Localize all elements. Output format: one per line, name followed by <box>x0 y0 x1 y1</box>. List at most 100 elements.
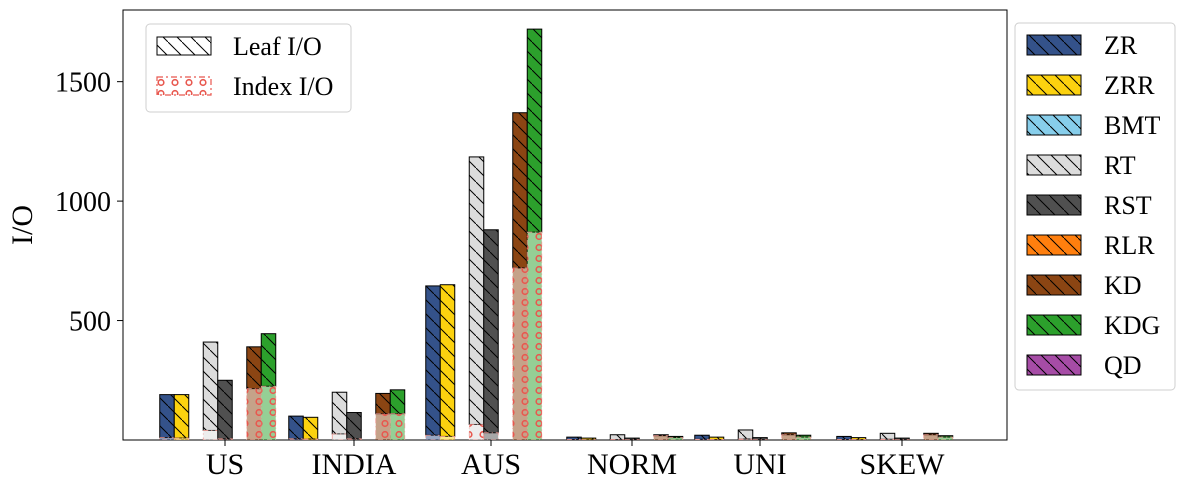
legend-swatch-hatch-kdg <box>1027 315 1081 335</box>
bar-leaf-hatch-rt-skew <box>880 433 895 440</box>
legend-swatch-hatch-rt <box>1027 155 1081 175</box>
legend-label-rt: RT <box>1104 151 1136 180</box>
legend-swatch-hatch-rlr <box>1027 235 1081 255</box>
x-tick-label-uni: UNI <box>733 448 786 481</box>
bar-leaf-hatch-rt-india <box>332 392 347 435</box>
bar-leaf-hatch-rst-norm <box>624 438 640 440</box>
legend-label-rlr: RLR <box>1104 231 1155 260</box>
bar-leaf-hatch-zr-us <box>159 394 175 438</box>
bar-index-kd-norm <box>653 435 669 440</box>
bar-index-zrr-us <box>173 437 190 440</box>
x-tick-label-aus: AUS <box>461 448 521 481</box>
bar-leaf-hatch-kd-norm <box>653 434 669 436</box>
bar-leaf-hatch-zrr-us <box>174 394 189 439</box>
bar-leaf-hatch-rst-us <box>217 380 233 439</box>
legend-label-kdg: KDG <box>1104 311 1160 340</box>
bar-index-kdg-uni <box>795 436 812 440</box>
bar-index-kdg-norm <box>667 437 684 440</box>
bar-index-kd-skew <box>923 434 939 440</box>
bar-leaf-hatch-kdg-norm <box>668 436 683 438</box>
bar-index-rt-skew <box>879 438 896 440</box>
legend-label-qd: QD <box>1104 351 1142 380</box>
bar-leaf-hatch-rst-india <box>346 412 362 439</box>
bar-index-zr-india <box>288 438 304 440</box>
bar-leaf-hatch-zrr-uni <box>709 437 724 440</box>
bar-leaf-hatch-kdg-uni <box>796 435 811 438</box>
bar-index-rst-us <box>217 438 233 440</box>
x-tick-label-india: INDIA <box>312 448 397 481</box>
bar-leaf-hatch-rt-norm <box>610 434 625 440</box>
series-legend: ZR ZRR BMT RT RST RLR KD KDG QD <box>1014 22 1176 391</box>
y-axis-label: I/O <box>6 205 39 245</box>
bar-index-kdg-skew <box>937 436 954 440</box>
x-tick-label-norm: NORM <box>587 448 677 481</box>
legend-label-kd: KD <box>1104 271 1142 300</box>
axes-layer: 500 1000 1500 US INDIA AUS NORM UNI SKEW <box>55 68 945 481</box>
bar-index-hatch-kd-aus <box>512 268 528 440</box>
bar-leaf-hatch-rst-uni <box>752 437 768 440</box>
bar-leaf-hatch-kd-aus <box>512 112 528 268</box>
bar-leaf-hatch-kd-uni <box>781 432 797 435</box>
bar-index-rst-india <box>346 438 362 440</box>
bar-leaf-hatch-zr-uni <box>694 435 710 440</box>
bar-leaf-hatch-zr-norm <box>566 437 582 440</box>
bar-index-kd-uni <box>781 434 797 440</box>
bar-index-hatch-kdg-aus <box>527 232 542 440</box>
bar-leaf-hatch-rst-aus <box>483 229 499 433</box>
bar-index-rst-aus <box>483 432 499 440</box>
legend-swatch-hatch-zrr <box>1027 75 1081 95</box>
bars-layer <box>159 28 954 440</box>
bar-index-zrr-india <box>302 438 319 440</box>
bar-index-zr-uni <box>694 438 710 440</box>
bar-leaf-hatch-zrr-norm <box>581 438 596 440</box>
bar-leaf-hatch-rt-aus <box>469 156 484 425</box>
index-io-label: Index I/O <box>233 72 333 101</box>
bar-index-zr-us <box>159 437 175 440</box>
bar-leaf-hatch-rt-uni <box>738 429 753 440</box>
bar-index-zrr-aus <box>439 436 456 440</box>
bar-leaf-hatch-zrr-india <box>303 417 318 440</box>
bar-leaf-hatch-rt-us <box>203 342 218 431</box>
bar-leaf-hatch-zr-aus <box>425 285 441 436</box>
x-tick-label-skew: SKEW <box>860 448 946 481</box>
bar-index-hatch-rt-aus <box>469 424 484 440</box>
legend-swatch-hatch-kd <box>1027 275 1081 295</box>
bar-leaf-hatch-zr-skew <box>836 436 852 440</box>
legend-swatch-hatch-bmt <box>1027 115 1081 135</box>
bar-index-hatch-kdg-us <box>261 386 276 440</box>
bar-leaf-hatch-zr-india <box>288 416 304 439</box>
bar-leaf-hatch-rst-skew <box>894 438 910 440</box>
index-io-swatch <box>156 76 212 96</box>
bar-leaf-hatch-zrr-skew <box>851 437 866 440</box>
bar-leaf-hatch-kdg-skew <box>938 435 953 438</box>
legend-label-bmt: BMT <box>1104 111 1160 140</box>
legend-label-zrr: ZRR <box>1104 71 1155 100</box>
legend-label-zr: ZR <box>1104 31 1138 60</box>
bar-leaf-hatch-kd-us <box>246 346 262 389</box>
bar-leaf-hatch-kd-india <box>375 393 391 414</box>
y-tick-label-2: 1500 <box>55 68 111 99</box>
bar-leaf-hatch-kd-skew <box>923 433 939 435</box>
stack-legend: Leaf I/O Index I/O <box>145 23 352 113</box>
x-tick-label-us: US <box>206 448 244 481</box>
legend-label-rst: RST <box>1104 191 1152 220</box>
legend-swatch-hatch-rst <box>1027 195 1081 215</box>
bar-leaf-hatch-kdg-aus <box>527 29 542 233</box>
bar-index-rt-india <box>331 433 348 440</box>
bar-leaf-hatch-kdg-us <box>261 333 276 387</box>
bar-index-hatch-kd-us <box>246 388 262 440</box>
legend-swatch-hatch-zr <box>1027 35 1081 55</box>
y-tick-label-1: 1000 <box>55 187 111 218</box>
leaf-io-label: Leaf I/O <box>233 32 322 61</box>
bar-leaf-hatch-kdg-india <box>390 389 405 414</box>
legend-swatch-hatch-qd <box>1027 355 1081 375</box>
bar-index-rt-us <box>202 430 219 440</box>
bar-leaf-hatch-zrr-aus <box>440 284 455 437</box>
bar-index-hatch-kd-india <box>375 413 391 440</box>
bar-index-hatch-kdg-india <box>390 413 405 440</box>
leaf-io-swatch-hatch <box>157 37 211 55</box>
bar-index-zr-aus <box>425 434 441 440</box>
y-tick-label-0: 500 <box>69 307 111 338</box>
